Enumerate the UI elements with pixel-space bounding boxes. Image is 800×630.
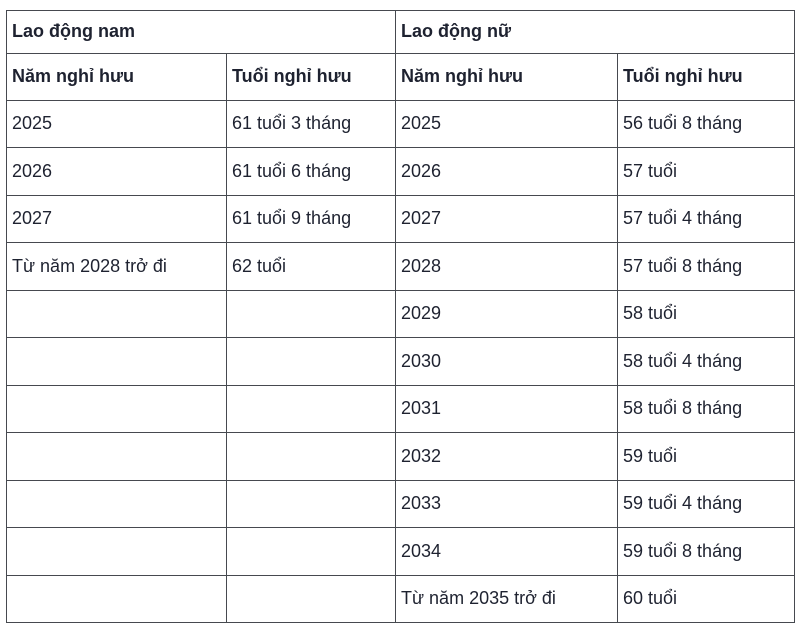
table-row: 2032 59 tuổi bbox=[6, 432, 796, 481]
cell-female-year: 2032 bbox=[395, 432, 618, 481]
cell-male-age: 61 tuổi 6 tháng bbox=[226, 147, 396, 196]
cell-male-age bbox=[226, 574, 396, 624]
cell-male-age: 61 tuổi 9 tháng bbox=[226, 194, 396, 244]
cell-male-age bbox=[226, 527, 396, 576]
cell-male-age bbox=[226, 384, 396, 434]
cell-male-year bbox=[6, 289, 227, 339]
cell-male-year bbox=[6, 337, 227, 386]
cell-female-age: 58 tuổi 4 tháng bbox=[616, 337, 796, 386]
column-header-female-age: Tuổi nghỉ hưu bbox=[616, 53, 796, 101]
cell-female-year: 2026 bbox=[395, 147, 618, 196]
cell-female-year: Từ năm 2035 trở đi bbox=[395, 574, 618, 624]
cell-male-age bbox=[226, 337, 396, 386]
cell-male-age: 61 tuổi 3 tháng bbox=[226, 99, 396, 149]
table-row: 2026 61 tuổi 6 tháng 2026 57 tuổi bbox=[6, 147, 796, 196]
cell-female-age: 57 tuổi 8 tháng bbox=[616, 242, 796, 291]
table-row: Từ năm 2028 trở đi 62 tuổi 2028 57 tuổi 8 t… bbox=[6, 242, 796, 291]
cell-male-year: 2027 bbox=[6, 194, 227, 244]
cell-female-year: 2027 bbox=[395, 194, 618, 244]
cell-male-year bbox=[6, 527, 227, 576]
column-header-male-year: Năm nghỉ hưu bbox=[6, 53, 227, 101]
table-row: 2034 59 tuổi 8 tháng bbox=[6, 527, 796, 576]
cell-male-age bbox=[226, 289, 396, 339]
cell-female-age: 56 tuổi 8 tháng bbox=[616, 99, 796, 149]
cell-male-age bbox=[226, 479, 396, 529]
table-row: 2025 61 tuổi 3 tháng 2025 56 tuổi 8 tháng bbox=[6, 99, 796, 149]
table-body: 2025 61 tuổi 3 tháng 2025 56 tuổi 8 tháng 20… bbox=[6, 99, 796, 624]
cell-female-year: 2034 bbox=[395, 527, 618, 576]
cell-female-age: 57 tuổi 4 tháng bbox=[616, 194, 796, 244]
group-header-female: Lao động nữ bbox=[394, 10, 796, 54]
cell-female-year: 2033 bbox=[395, 479, 618, 529]
cell-female-age: 60 tuổi bbox=[616, 574, 796, 624]
cell-male-year bbox=[6, 432, 227, 481]
cell-male-year: Từ năm 2028 trở đi bbox=[6, 242, 227, 291]
cell-female-age: 58 tuổi 8 tháng bbox=[616, 384, 796, 434]
cell-male-year: 2025 bbox=[6, 99, 227, 149]
table-row: 2029 58 tuổi bbox=[6, 289, 796, 339]
retirement-age-table: Lao động nam Lao động nữ Năm nghỉ hưu Tu… bbox=[6, 10, 796, 624]
cell-female-age: 58 tuổi bbox=[616, 289, 796, 339]
cell-female-year: 2030 bbox=[395, 337, 618, 386]
cell-female-year: 2028 bbox=[395, 242, 618, 291]
group-header-row: Lao động nam Lao động nữ bbox=[6, 10, 796, 54]
cell-female-year: 2025 bbox=[395, 99, 618, 149]
cell-female-age: 57 tuổi bbox=[616, 147, 796, 196]
cell-female-age: 59 tuổi bbox=[616, 432, 796, 481]
table-row: 2027 61 tuổi 9 tháng 2027 57 tuổi 4 tháng bbox=[6, 194, 796, 244]
cell-male-age bbox=[226, 432, 396, 481]
cell-female-year: 2031 bbox=[395, 384, 618, 434]
column-header-male-age: Tuổi nghỉ hưu bbox=[226, 53, 396, 101]
cell-male-year bbox=[6, 574, 227, 624]
cell-male-year: 2026 bbox=[6, 147, 227, 196]
column-header-row: Năm nghỉ hưu Tuổi nghỉ hưu Năm nghỉ hưu … bbox=[6, 53, 796, 101]
table-row: Từ năm 2035 trở đi 60 tuổi bbox=[6, 574, 796, 624]
group-header-male: Lao động nam bbox=[6, 10, 396, 54]
table-row: 2030 58 tuổi 4 tháng bbox=[6, 337, 796, 386]
cell-female-age: 59 tuổi 8 tháng bbox=[616, 527, 796, 576]
cell-female-age: 59 tuổi 4 tháng bbox=[616, 479, 796, 529]
column-header-female-year: Năm nghỉ hưu bbox=[395, 53, 618, 101]
cell-male-year bbox=[6, 384, 227, 434]
cell-male-year bbox=[6, 479, 227, 529]
cell-male-age: 62 tuổi bbox=[226, 242, 396, 291]
table-row: 2031 58 tuổi 8 tháng bbox=[6, 384, 796, 434]
table-row: 2033 59 tuổi 4 tháng bbox=[6, 479, 796, 529]
cell-female-year: 2029 bbox=[395, 289, 618, 339]
